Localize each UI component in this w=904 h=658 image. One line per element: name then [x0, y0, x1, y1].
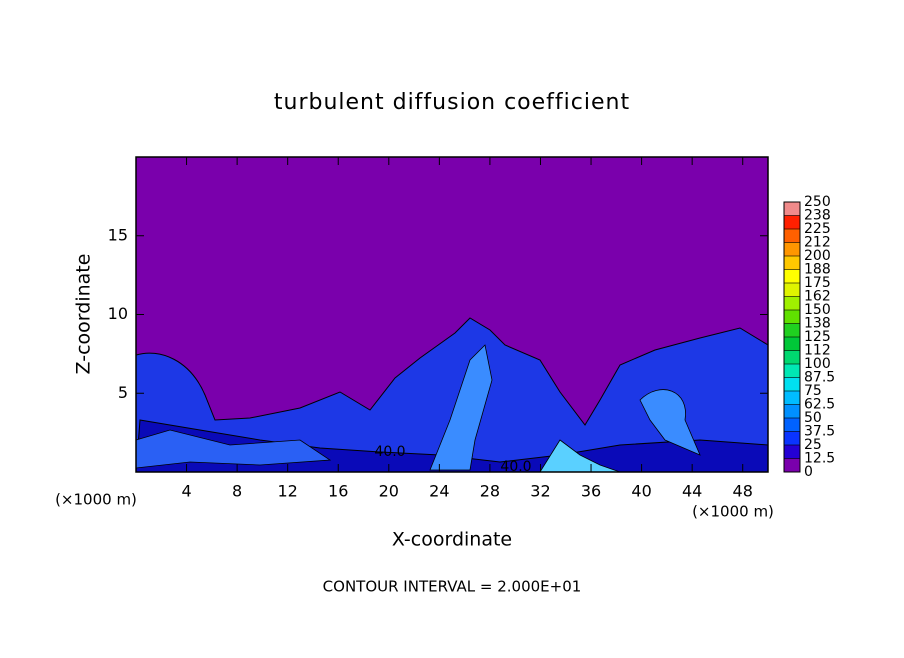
colorbar-tick-label: 112 [804, 343, 831, 359]
colorbar-bin [784, 215, 800, 229]
colorbar-bin [784, 364, 800, 378]
field-region [136, 317, 768, 472]
colorbar-bin [784, 350, 800, 364]
field-shapes [136, 317, 768, 472]
y-tick-label: 15 [108, 225, 128, 244]
colorbar-bin [784, 337, 800, 351]
colorbar-bin [784, 283, 800, 297]
x-tick-label: 44 [682, 482, 702, 501]
colorbar-bin [784, 310, 800, 324]
x-tick-label: 48 [733, 482, 753, 501]
field-region [429, 344, 493, 471]
x-tick-label: 40 [631, 482, 651, 501]
colorbar-bin [784, 323, 800, 337]
colorbar-tick-label: 162 [804, 289, 831, 305]
colorbar-bin [784, 202, 800, 216]
colorbar-bin [784, 445, 800, 459]
field-region [539, 439, 621, 472]
y-tick-label: 10 [108, 304, 128, 323]
colorbar-bin [784, 391, 800, 405]
x-tick-label: 20 [379, 482, 399, 501]
colorbar-bin [784, 229, 800, 243]
colorbar-tick-label: 100 [804, 356, 831, 372]
x-tick-label: 28 [480, 482, 500, 501]
field-region [639, 389, 701, 456]
colorbar-tick-label: 200 [804, 248, 831, 264]
colorbar-tick-label: 225 [804, 221, 831, 237]
x-tick-label: 24 [429, 482, 449, 501]
colorbar-tick-label: 125 [804, 329, 831, 345]
y-unit: (×1000 m) [55, 491, 137, 509]
colorbar-bin [784, 418, 800, 432]
field-region [136, 429, 332, 469]
colorbar-tick-label: 12.5 [804, 451, 835, 467]
colorbar-tick-label: 188 [804, 262, 831, 278]
colorbar-bin [784, 269, 800, 283]
colorbar-bin [784, 458, 800, 472]
chart-title: turbulent diffusion coefficient [274, 90, 630, 115]
y-axis-label: Z-coordinate [73, 254, 95, 375]
contour-label: 40.0 [500, 459, 531, 475]
colorbar-tick-label: 62.5 [804, 397, 835, 413]
x-unit: (×1000 m) [692, 503, 774, 521]
colorbar-tick-label: 138 [804, 316, 831, 332]
x-tick-label: 16 [328, 482, 348, 501]
x-tick-label: 8 [232, 482, 242, 501]
colorbar-tick-label: 87.5 [804, 370, 835, 386]
colorbar-tick-label: 0 [804, 464, 813, 480]
colorbar-bin [784, 242, 800, 256]
x-tick-label: 36 [581, 482, 601, 501]
colorbar-tick-label: 250 [804, 194, 831, 210]
colorbar-tick-label: 175 [804, 275, 831, 291]
colorbar-tick-label: 150 [804, 302, 831, 318]
colorbar-bin [784, 377, 800, 391]
colorbar-bin [784, 404, 800, 418]
colorbar-tick-label: 25 [804, 437, 822, 453]
footer: CONTOUR INTERVAL = 2.000E+01 [323, 578, 582, 596]
y-tick-label: 5 [118, 383, 128, 402]
contour-label: 40.0 [374, 444, 405, 460]
x-tick-label: 4 [181, 482, 191, 501]
colorbar-tick-label: 37.5 [804, 424, 835, 440]
x-tick-label: 12 [278, 482, 298, 501]
colorbar-bin [784, 431, 800, 445]
colorbar-bin [784, 296, 800, 310]
colorbar-tick-label: 238 [804, 208, 831, 224]
colorbar-tick-label: 212 [804, 235, 831, 251]
colorbar-bin [784, 256, 800, 270]
x-axis-label: X-coordinate [392, 529, 512, 551]
colorbar-tick-label: 50 [804, 410, 822, 426]
x-tick-label: 32 [530, 482, 550, 501]
colorbar-tick-label: 75 [804, 383, 822, 399]
